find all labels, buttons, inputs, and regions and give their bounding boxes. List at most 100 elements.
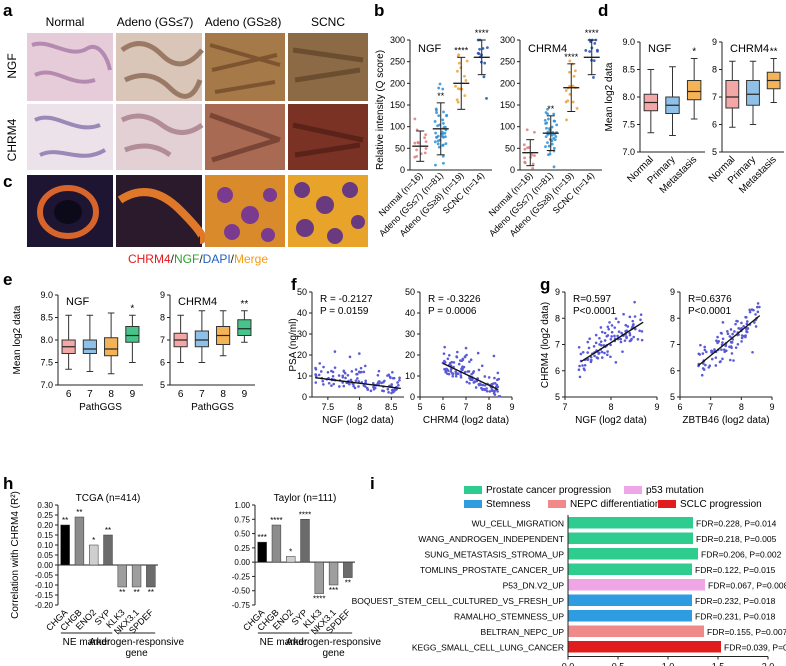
data-point <box>701 352 705 355</box>
y-tick-label: -0.20 <box>35 601 54 610</box>
data-point <box>752 308 755 312</box>
data-point <box>378 380 381 383</box>
data-point <box>614 361 618 364</box>
data-point <box>742 324 745 328</box>
y-tick-label: 0 <box>400 165 405 175</box>
data-point <box>610 330 614 334</box>
data-point <box>568 84 572 88</box>
data-point <box>730 341 733 344</box>
data-point <box>332 382 336 386</box>
y-tick-label: 150 <box>500 100 515 110</box>
y-tick-label: 30 <box>405 329 415 339</box>
y-tick-label: -0.10 <box>35 581 54 590</box>
data-point <box>738 327 742 331</box>
significance-label: **** <box>564 52 579 62</box>
data-point <box>461 358 465 362</box>
data-point <box>343 371 347 375</box>
data-point <box>603 339 607 342</box>
y-tick-label: 6 <box>160 358 165 368</box>
stat-label: P = 0.0006 <box>428 306 477 317</box>
data-point <box>394 388 398 391</box>
data-point <box>469 377 472 381</box>
data-point <box>382 389 386 393</box>
x-tick-label: 8 <box>357 402 362 412</box>
data-point <box>554 135 558 138</box>
row-label-ngf: NGF <box>5 53 19 78</box>
data-point <box>609 355 612 359</box>
gene-set-label: TOMLINS_PROSTATE_CANCER_UP <box>420 565 564 575</box>
regression-line <box>580 321 644 363</box>
data-point <box>552 146 556 150</box>
nes-bar <box>568 563 692 575</box>
x-tick-label: 7 <box>708 402 713 412</box>
data-point <box>454 374 458 378</box>
bar <box>131 564 142 588</box>
data-point <box>714 364 718 367</box>
bar <box>343 561 353 578</box>
x-axis-label: ZBTB46 (log2 data) <box>682 415 769 426</box>
y-tick-label: 0.25 <box>234 544 250 553</box>
significance-label: **** <box>270 516 282 525</box>
significance-label: **** <box>454 45 469 55</box>
data-point <box>609 343 612 347</box>
x-tick-label: 2.0 <box>762 662 775 666</box>
data-point <box>436 134 440 138</box>
data-point <box>449 370 453 373</box>
data-point <box>469 358 473 362</box>
data-point <box>464 79 468 82</box>
data-point <box>438 82 442 86</box>
data-point <box>623 339 627 342</box>
data-point <box>583 363 587 367</box>
data-point <box>531 162 535 166</box>
data-point <box>441 154 445 158</box>
data-point <box>391 376 395 380</box>
data-point <box>496 378 499 382</box>
data-point <box>533 130 536 134</box>
data-point <box>417 141 420 145</box>
data-point <box>330 369 333 373</box>
y-tick-label: 0.05 <box>37 551 53 560</box>
data-point <box>435 111 438 115</box>
nes-bar <box>568 548 698 560</box>
legend-swatch <box>464 486 482 494</box>
nes-bar <box>568 517 693 529</box>
gene-set-label: BOQUEST_STEM_CELL_CULTURED_VS_FRESH_UP <box>352 596 565 606</box>
data-point <box>613 326 617 329</box>
data-point <box>748 308 751 312</box>
bar <box>117 564 127 588</box>
data-point <box>396 381 399 384</box>
data-point <box>715 339 718 343</box>
stat-label: FDR=0.232, P=0.018 <box>695 596 776 606</box>
data-point <box>544 135 548 139</box>
data-point <box>398 376 401 380</box>
stat-label: R = -0.3226 <box>428 294 481 305</box>
data-point <box>490 389 494 393</box>
x-tick-label: 6 <box>178 389 184 400</box>
panel-i: i Prostate cancer progression p53 mutatio… <box>352 474 786 666</box>
y-tick-label: 9.0 <box>40 290 53 300</box>
y-tick-label: 7.5 <box>40 358 53 368</box>
data-point <box>342 384 346 388</box>
nes-bar <box>568 579 705 591</box>
data-point <box>526 146 529 150</box>
data-point <box>575 106 579 110</box>
channel-legend-part: CHRM4 <box>128 252 171 266</box>
data-point <box>333 350 337 353</box>
data-point <box>424 147 428 150</box>
data-point <box>603 331 607 335</box>
data-point <box>456 350 459 354</box>
data-point <box>587 346 591 350</box>
data-point <box>751 350 754 354</box>
significance-label: ** <box>119 588 125 597</box>
significance-label: **** <box>585 28 600 38</box>
data-point <box>588 50 592 53</box>
x-axis-label: NGF (log2 data) <box>575 415 647 426</box>
y-tick-label: 0 <box>410 392 415 402</box>
data-point <box>721 321 725 324</box>
data-point <box>758 305 761 309</box>
y-tick-label: 7.0 <box>622 147 635 157</box>
regression-line <box>442 362 499 391</box>
ihc-image-chrm4-normal <box>27 104 113 170</box>
data-point <box>546 117 550 121</box>
data-point <box>617 320 620 324</box>
